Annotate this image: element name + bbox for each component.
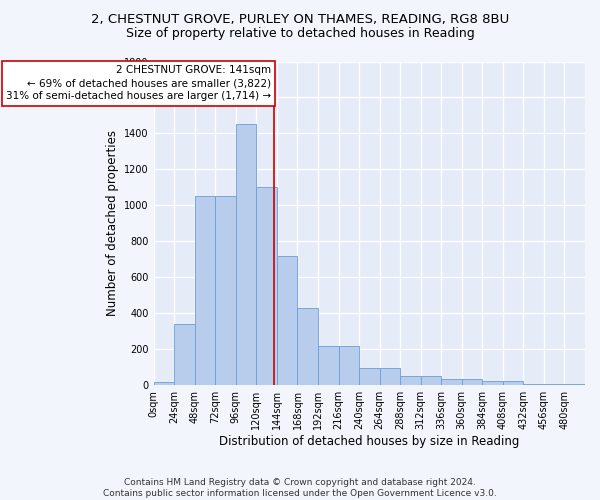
Bar	[298, 308, 318, 385]
Text: Contains HM Land Registry data © Crown copyright and database right 2024.
Contai: Contains HM Land Registry data © Crown c…	[103, 478, 497, 498]
Bar	[338, 346, 359, 385]
Bar	[400, 376, 421, 385]
Text: 2, CHESTNUT GROVE, PURLEY ON THAMES, READING, RG8 8BU: 2, CHESTNUT GROVE, PURLEY ON THAMES, REA…	[91, 12, 509, 26]
Bar	[380, 368, 400, 385]
Bar	[523, 384, 544, 385]
X-axis label: Distribution of detached houses by size in Reading: Distribution of detached houses by size …	[219, 434, 520, 448]
Y-axis label: Number of detached properties: Number of detached properties	[106, 130, 119, 316]
Bar	[256, 187, 277, 385]
Bar	[441, 378, 462, 385]
Bar	[462, 378, 482, 385]
Bar	[318, 346, 338, 385]
Bar	[421, 376, 441, 385]
Bar	[503, 381, 523, 385]
Bar	[174, 324, 195, 385]
Bar	[277, 256, 298, 385]
Bar	[236, 124, 256, 385]
Bar	[544, 384, 565, 385]
Text: 2 CHESTNUT GROVE: 141sqm
← 69% of detached houses are smaller (3,822)
31% of sem: 2 CHESTNUT GROVE: 141sqm ← 69% of detach…	[6, 65, 271, 102]
Bar	[482, 381, 503, 385]
Text: Size of property relative to detached houses in Reading: Size of property relative to detached ho…	[125, 28, 475, 40]
Bar	[154, 382, 174, 385]
Bar	[195, 196, 215, 385]
Bar	[565, 384, 585, 385]
Bar	[215, 196, 236, 385]
Bar	[359, 368, 380, 385]
